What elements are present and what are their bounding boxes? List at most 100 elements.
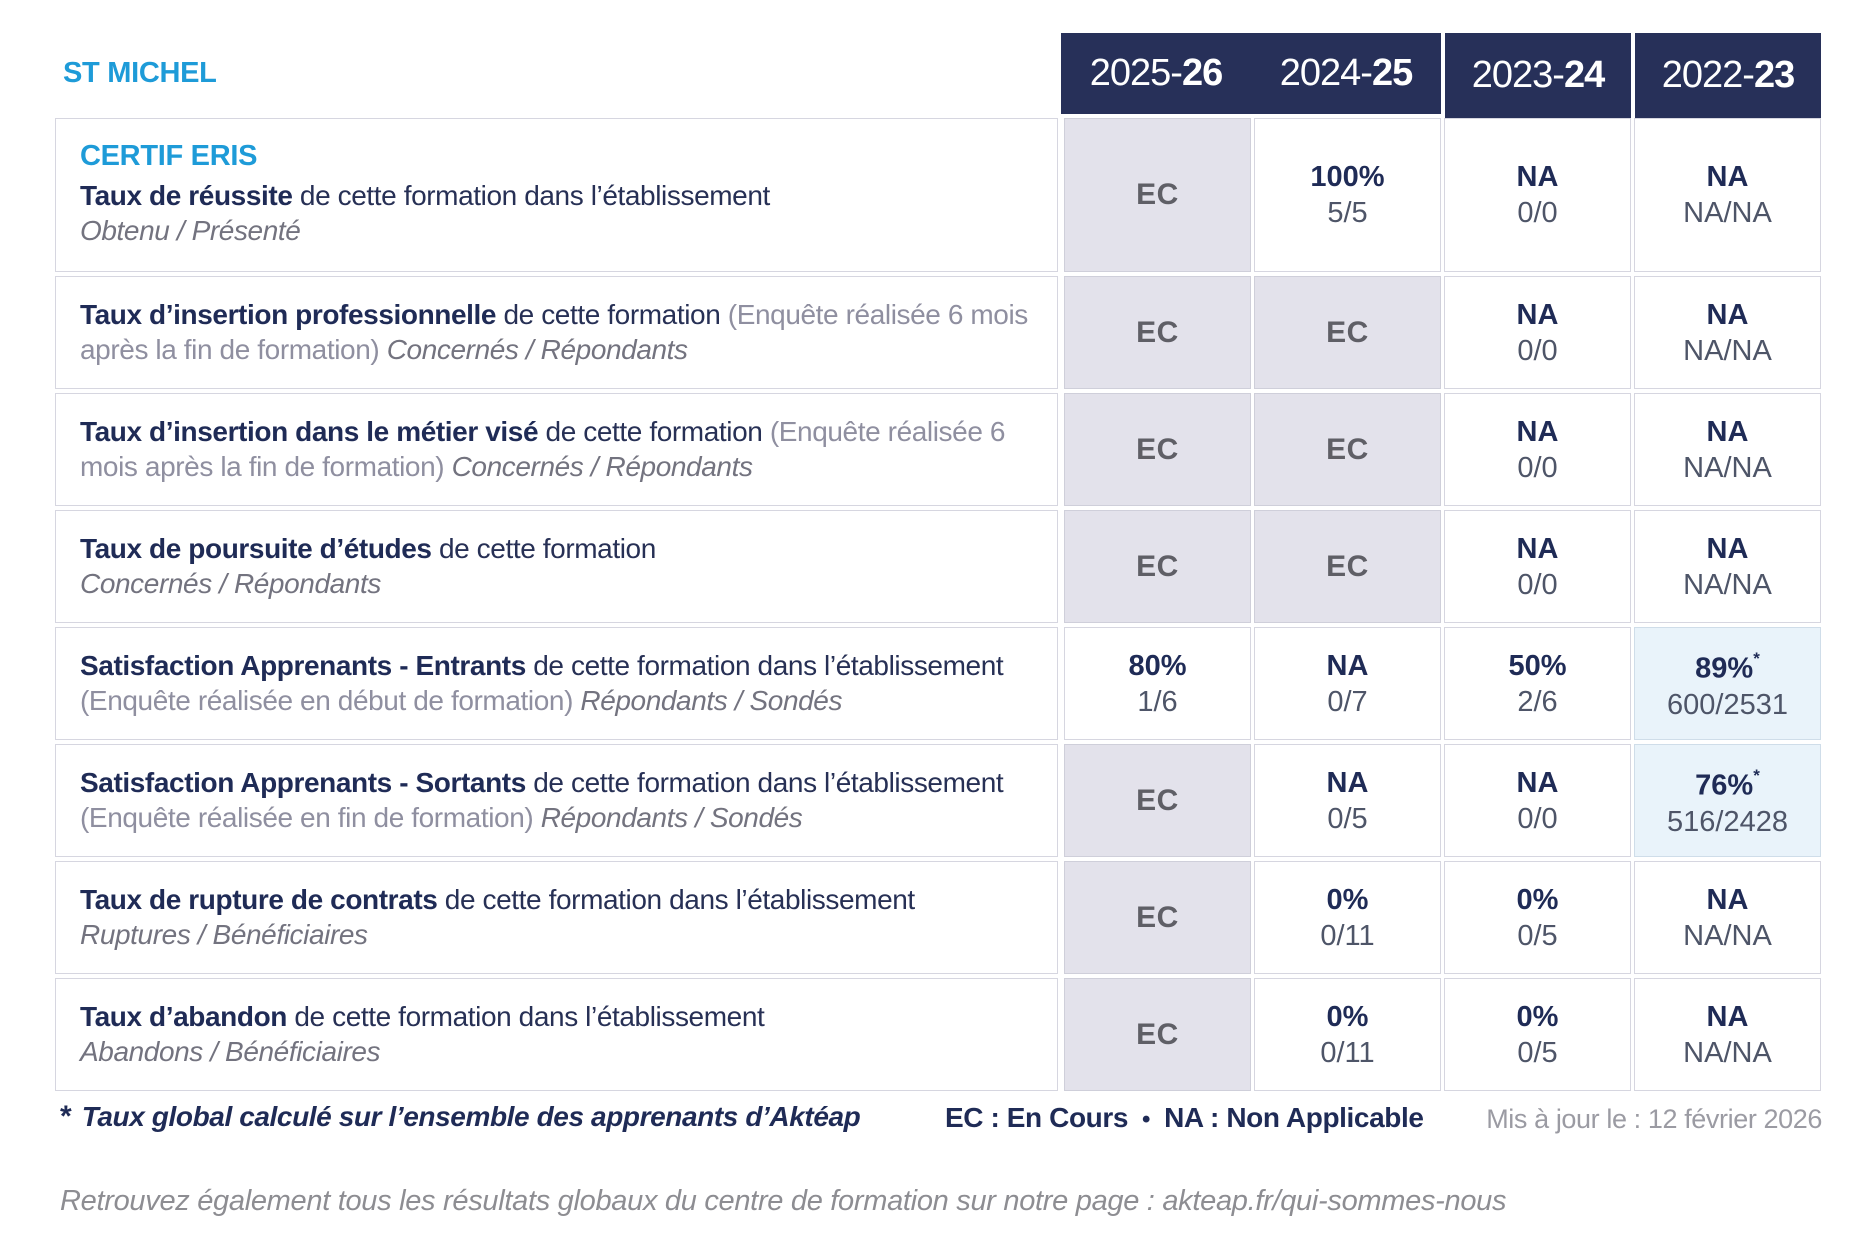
row-label: CERTIF ERIS Taux de réussite de cette fo… bbox=[55, 118, 1058, 272]
cell-subvalue: 516/2428 bbox=[1667, 805, 1788, 838]
cell-value: EC bbox=[1136, 315, 1179, 349]
cell-value: EC bbox=[1326, 549, 1369, 583]
indicator-title: Satisfaction Apprenants - Sortants bbox=[80, 766, 526, 798]
cell-value: 0% bbox=[1326, 1000, 1369, 1033]
indicator-subtitle: Abandons / Bénéficiaires bbox=[80, 1035, 381, 1067]
value-cell: 0% 0/11 bbox=[1254, 978, 1441, 1091]
value-cell: NA NA/NA bbox=[1634, 276, 1821, 389]
cell-value: NA bbox=[1706, 415, 1749, 448]
value-cell: NA NA/NA bbox=[1634, 978, 1821, 1091]
value-cell-highlighted: 76%* 516/2428 bbox=[1634, 744, 1821, 857]
cell-subvalue: 1/6 bbox=[1137, 685, 1178, 718]
table-row: Taux d’insertion dans le métier visé de … bbox=[55, 393, 1822, 506]
indicator-note: (Enquête réalisée en fin de formation) bbox=[80, 801, 541, 833]
year-prefix: 2022- bbox=[1661, 54, 1755, 96]
indicator-text: de cette formation dans l’établissement bbox=[437, 883, 915, 915]
cell-subvalue: 0/5 bbox=[1517, 1036, 1558, 1069]
indicator-text: de cette formation bbox=[538, 415, 770, 447]
value-cell: EC bbox=[1064, 744, 1251, 857]
value-cell: NA 0/5 bbox=[1254, 744, 1441, 857]
year-header-2024-25: 2024- 25 bbox=[1251, 33, 1441, 114]
year-bold: 23 bbox=[1753, 54, 1795, 96]
value-cell: 0% 0/5 bbox=[1444, 861, 1631, 974]
row-label: Taux d’insertion professionnelle de cett… bbox=[55, 276, 1058, 389]
table-row: Satisfaction Apprenants - Entrants de ce… bbox=[55, 627, 1822, 740]
footnote-bar: * Taux global calculé sur l’ensemble des … bbox=[60, 1100, 1822, 1145]
year-bold: 26 bbox=[1181, 52, 1223, 94]
cell-value: 100% bbox=[1310, 161, 1385, 193]
value-cell: EC bbox=[1254, 276, 1441, 389]
cell-value: NA bbox=[1516, 766, 1559, 799]
bullet-separator: • bbox=[1142, 1106, 1151, 1133]
year-header-2022-23: 2022- 23 bbox=[1635, 33, 1821, 118]
footnote-star: * bbox=[1753, 649, 1760, 669]
cell-subvalue: NA/NA bbox=[1683, 334, 1772, 367]
footnote-star: * bbox=[1753, 766, 1760, 786]
value-cell: 0% 0/11 bbox=[1254, 861, 1441, 974]
legend: EC : En Cours • NA : Non Applicable bbox=[945, 1102, 1424, 1134]
org-header-cell: ST MICHEL bbox=[55, 33, 1061, 114]
year-bold: 25 bbox=[1371, 52, 1413, 94]
table-row: Taux d’abandon de cette formation dans l… bbox=[55, 978, 1822, 1091]
indicator-text: de cette formation bbox=[431, 532, 656, 564]
cell-subvalue: 0/0 bbox=[1517, 197, 1558, 229]
year-prefix: 2024- bbox=[1279, 52, 1373, 94]
year-prefix: 2023- bbox=[1471, 54, 1565, 96]
cell-subvalue: 5/5 bbox=[1327, 197, 1368, 229]
value-cell: EC bbox=[1254, 510, 1441, 623]
cell-value: EC bbox=[1136, 1017, 1179, 1051]
row-label: Taux de rupture de contrats de cette for… bbox=[55, 861, 1058, 974]
cell-value: 50% bbox=[1508, 649, 1567, 682]
year-prefix: 2025- bbox=[1089, 52, 1183, 94]
cell-value: EC bbox=[1326, 315, 1369, 349]
row-label: Satisfaction Apprenants - Entrants de ce… bbox=[55, 627, 1058, 740]
results-table: ST MICHEL 2025- 26 2024- 25 2023- 24 2022- 2… bbox=[55, 33, 1822, 1095]
org-name: ST MICHEL bbox=[63, 57, 217, 89]
value-cell-highlighted: 89%* 600/2531 bbox=[1634, 627, 1821, 740]
cell-value: NA bbox=[1326, 649, 1369, 682]
legend-ec: EC : En Cours bbox=[945, 1102, 1129, 1133]
value-cell: NA 0/0 bbox=[1444, 744, 1631, 857]
value-cell: NA NA/NA bbox=[1634, 118, 1821, 272]
cell-subvalue: 0/7 bbox=[1327, 685, 1368, 718]
indicator-title: Taux d’insertion dans le métier visé bbox=[80, 415, 539, 447]
indicator-subtitle: Répondants / Sondés bbox=[540, 801, 803, 833]
cell-subvalue: NA/NA bbox=[1683, 568, 1772, 601]
indicator-note: (Enquête réalisée en début de formation) bbox=[80, 684, 581, 716]
value-cell: 80% 1/6 bbox=[1064, 627, 1251, 740]
table-row: Satisfaction Apprenants - Sortants de ce… bbox=[55, 744, 1822, 857]
indicator-title: Taux de rupture de contrats bbox=[80, 883, 438, 915]
cell-value: 0% bbox=[1516, 883, 1559, 916]
value-cell: NA NA/NA bbox=[1634, 510, 1821, 623]
cell-value: NA bbox=[1516, 532, 1559, 565]
cell-value: EC bbox=[1136, 432, 1179, 466]
cell-value: 89% bbox=[1695, 652, 1754, 685]
value-cell: NA 0/0 bbox=[1444, 393, 1631, 506]
cell-subvalue: 0/5 bbox=[1327, 802, 1368, 835]
value-cell: EC bbox=[1064, 510, 1251, 623]
asterisk: * bbox=[60, 1100, 72, 1133]
row-label: Taux de poursuite d’études de cette form… bbox=[55, 510, 1058, 623]
value-cell: NA NA/NA bbox=[1634, 861, 1821, 974]
cell-subvalue: 0/0 bbox=[1517, 334, 1558, 367]
row-label: Satisfaction Apprenants - Sortants de ce… bbox=[55, 744, 1058, 857]
value-cell: NA 0/0 bbox=[1444, 510, 1631, 623]
cell-value: NA bbox=[1706, 161, 1749, 193]
cell-subvalue: 2/6 bbox=[1517, 685, 1558, 718]
value-cell: EC bbox=[1254, 393, 1441, 506]
global-results-link-line[interactable]: Retrouvez également tous les résultats g… bbox=[60, 1185, 1507, 1217]
cell-subvalue: NA/NA bbox=[1683, 197, 1772, 229]
cell-value: NA bbox=[1706, 298, 1749, 331]
cell-value: EC bbox=[1136, 549, 1179, 583]
cell-value: 0% bbox=[1326, 883, 1369, 916]
indicator-text: de cette formation dans l’établissement bbox=[525, 649, 1004, 681]
indicator-text: de cette formation dans l’établissement bbox=[292, 180, 770, 211]
indicator-note: (Enquête réalisée 6 mois après la fin de… bbox=[80, 415, 1006, 482]
cell-subvalue: 0/11 bbox=[1320, 919, 1375, 952]
value-cell: NA 0/0 bbox=[1444, 118, 1631, 272]
indicator-title: Taux d’insertion professionnelle bbox=[80, 298, 497, 330]
indicator-subtitle: Concernés / Répondants bbox=[386, 333, 688, 365]
table-row: Taux de poursuite d’études de cette form… bbox=[55, 510, 1822, 623]
cell-subvalue: 0/0 bbox=[1517, 802, 1558, 835]
cell-value: 80% bbox=[1128, 649, 1187, 682]
